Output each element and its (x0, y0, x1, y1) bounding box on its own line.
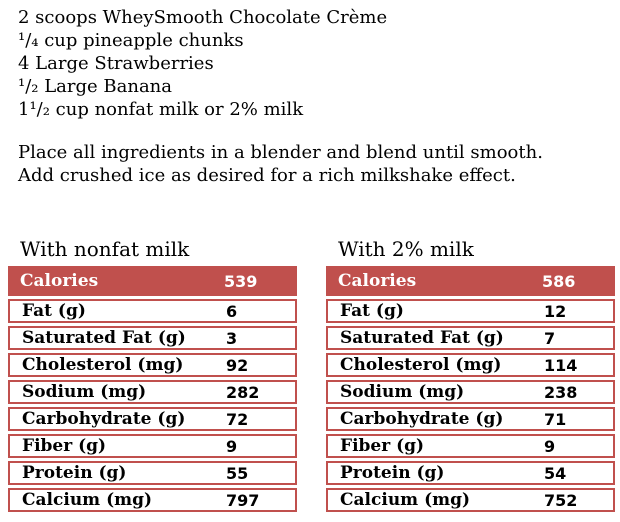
row-value: 71 (544, 409, 567, 429)
nutrition-table: Calories 539 Fat (g) 6 Saturated Fat (g) 3 Cho… (8, 266, 297, 512)
ingredient-line: 1¹/₂ cup nonfat milk or 2% milk (18, 99, 304, 120)
row-label: Fiber (g) (22, 436, 107, 456)
row-label: Calcium (mg) (22, 490, 153, 510)
row-value: 7 (544, 328, 556, 348)
table-row: Sodium (mg) 282 (8, 380, 297, 404)
row-label: Protein (g) (340, 463, 445, 483)
row-value: 55 (226, 463, 249, 483)
nutrition-table-nonfat-milk: With nonfat milk Calories 539 Fat (g) 6 Satur… (8, 236, 297, 512)
row-label: Fat (g) (340, 301, 404, 321)
table-row: Calcium (mg) 797 (8, 488, 297, 512)
row-label: Saturated Fat (g) (22, 328, 186, 348)
table-row: Carbohydrate (g) 72 (8, 407, 297, 431)
row-label: Cholesterol (mg) (22, 355, 184, 375)
row-value: 114 (544, 355, 578, 375)
table-row: Protein (g) 55 (8, 461, 297, 485)
row-label: Protein (g) (22, 463, 127, 483)
row-value: 282 (226, 382, 260, 402)
row-value: 238 (544, 382, 578, 402)
row-value: 9 (226, 436, 238, 456)
table-row: Saturated Fat (g) 7 (326, 326, 615, 350)
ingredient-line: 4 Large Strawberries (18, 53, 214, 74)
table-title: With 2% milk (338, 237, 474, 261)
ingredient-line: ¹/₄ cup pineapple chunks (18, 30, 244, 51)
table-row: Sodium (mg) 238 (326, 380, 615, 404)
table-row: Fiber (g) 9 (8, 434, 297, 458)
table-row: Fat (g) 6 (8, 299, 297, 323)
row-label: Saturated Fat (g) (340, 328, 504, 348)
row-label: Fiber (g) (340, 436, 425, 456)
table-row: Fat (g) 12 (326, 299, 615, 323)
row-label: Sodium (mg) (340, 382, 465, 402)
row-value: 752 (544, 490, 578, 510)
header-value: 586 (542, 271, 576, 291)
row-label: Carbohydrate (g) (22, 409, 186, 429)
table-row: Calcium (mg) 752 (326, 488, 615, 512)
row-value: 54 (544, 463, 567, 483)
row-label: Sodium (mg) (22, 382, 147, 402)
row-value: 92 (226, 355, 249, 375)
header-label: Calories (20, 271, 99, 291)
row-label: Cholesterol (mg) (340, 355, 502, 375)
table-row: Cholesterol (mg) 92 (8, 353, 297, 377)
table-row: Saturated Fat (g) 3 (8, 326, 297, 350)
table-row: Carbohydrate (g) 71 (326, 407, 615, 431)
row-value: 72 (226, 409, 249, 429)
header-value: 539 (224, 271, 258, 291)
row-value: 9 (544, 436, 556, 456)
row-value: 6 (226, 301, 238, 321)
instruction-text: Place all ingredients in a blender and b… (18, 141, 543, 187)
ingredient-line: 2 scoops WheySmooth Chocolate Crème (18, 7, 388, 28)
row-value: 3 (226, 328, 238, 348)
row-value: 797 (226, 490, 260, 510)
ingredient-line: ¹/₂ Large Banana (18, 76, 173, 97)
table-header-row: Calories 539 (8, 266, 297, 296)
instruction-line: Place all ingredients in a blender and b… (18, 142, 543, 163)
row-label: Fat (g) (22, 301, 86, 321)
table-title: With nonfat milk (20, 237, 190, 261)
table-row: Cholesterol (mg) 114 (326, 353, 615, 377)
nutrition-table-2-percent-milk: With 2% milk Calories 586 Fat (g) 12 Saturate… (326, 236, 615, 512)
row-label: Carbohydrate (g) (340, 409, 504, 429)
nutrition-table: Calories 586 Fat (g) 12 Saturated Fat (g) 7 Ch… (326, 266, 615, 512)
row-value: 12 (544, 301, 567, 321)
table-row: Protein (g) 54 (326, 461, 615, 485)
row-label: Calcium (mg) (340, 490, 471, 510)
instruction-line: Add crushed ice as desired for a rich mi… (18, 165, 516, 186)
header-label: Calories (338, 271, 417, 291)
ingredient-list: 2 scoops WheySmooth Chocolate Crème ¹/₄ c… (18, 6, 387, 121)
table-row: Fiber (g) 9 (326, 434, 615, 458)
table-header-row: Calories 586 (326, 266, 615, 296)
